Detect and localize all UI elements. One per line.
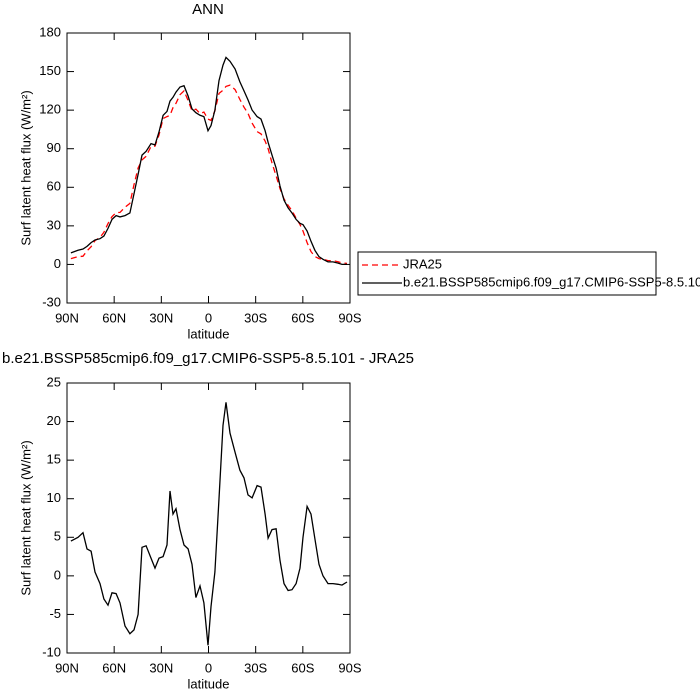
x-tick-label: 30N [149,310,173,325]
y-tick-label: -5 [49,606,61,621]
x-tick-label: 30S [244,660,267,675]
y-tick-label: 0 [54,567,61,582]
plot-frame [66,382,351,654]
x-tick-label: 0 [205,310,212,325]
y-tick-label: 5 [54,529,61,544]
x-tick-label: 60N [102,310,126,325]
x-tick-label: 60S [291,660,314,675]
x-tick-label: 30N [149,660,173,675]
x-tick-label: 60N [102,660,126,675]
y-tick-label: 15 [47,452,61,467]
x-tick-label: 90N [55,310,79,325]
y-axis-label: Surf latent heat flux (W/m²) [18,90,33,245]
y-tick-label: -30 [42,294,61,309]
y-tick-label: 120 [39,102,61,117]
x-tick-label: 90S [338,310,361,325]
x-tick-label: 60S [291,310,314,325]
x-axis-label: latitude [188,326,230,341]
x-axis-label: latitude [188,676,230,691]
x-tick-label: 0 [205,660,212,675]
chart-title: ANN [192,1,224,18]
y-tick-label: 20 [47,413,61,428]
y-tick-label: 90 [47,140,61,155]
y-tick-label: 180 [39,24,61,39]
series-line [70,84,348,265]
y-tick-label: -10 [42,644,61,659]
y-tick-label: 30 [47,217,61,232]
y-tick-label: 60 [47,179,61,194]
y-tick-label: 0 [54,256,61,271]
data-line [70,402,348,646]
x-tick-label: 90S [338,660,361,675]
y-tick-label: 10 [47,490,61,505]
legend-label: b.e21.BSSP585cmip6.f09_g17.CMIP6-SSP5-8.… [403,274,700,289]
legend-label: JRA25 [403,256,442,271]
x-tick-label: 90N [55,660,79,675]
x-tick-label: 30S [244,310,267,325]
y-axis-label: Surf latent heat flux (W/m²) [18,440,33,595]
y-tick-label: 150 [39,63,61,78]
y-tick-label: 25 [47,374,61,389]
plot-frame [66,32,351,304]
chart-title: b.e21.BSSP585cmip6.f09_g17.CMIP6-SSP5-8.… [2,350,414,367]
series-line [70,56,347,266]
legend-box [357,251,657,296]
